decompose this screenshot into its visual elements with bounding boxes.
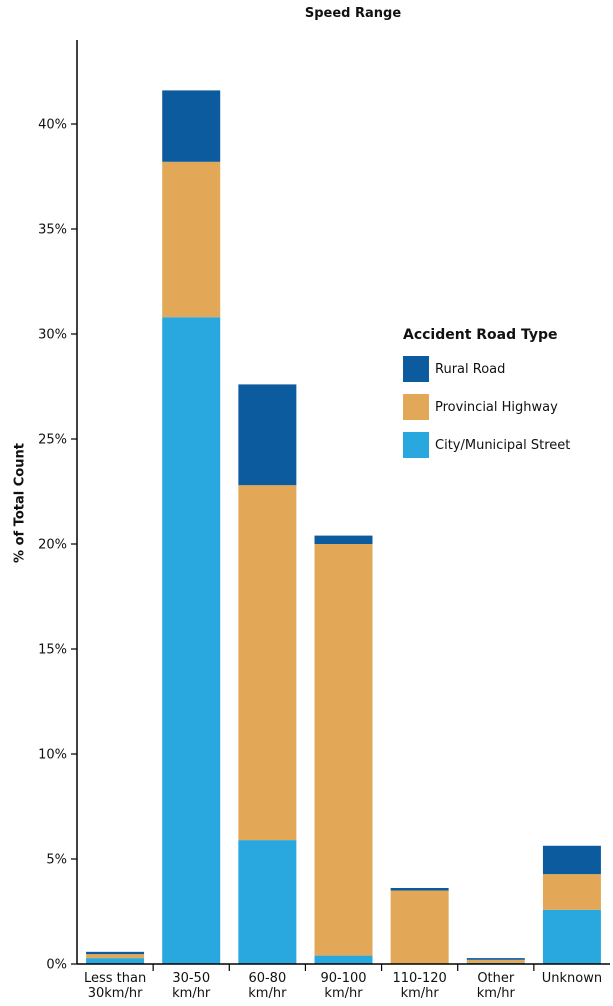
legend-label: City/Municipal Street (435, 437, 571, 453)
legend-label: Rural Road (435, 361, 506, 377)
x-tick-label: km/hr (401, 986, 440, 1001)
bar-segment-2-3 (238, 485, 297, 841)
bar-segment-1-3 (238, 840, 297, 964)
legend-item: Provincial Highway (403, 394, 603, 420)
bar-segment-1-1 (86, 958, 145, 964)
x-tick-label: 90-100 (320, 971, 366, 986)
legend-item: City/Municipal Street (403, 432, 603, 458)
legend-swatch (403, 394, 429, 420)
legend-swatch (403, 432, 429, 458)
x-tick-label: 60-80 (248, 971, 286, 986)
y-tick-label: 30% (38, 328, 67, 343)
x-tick-label: 110-120 (392, 971, 446, 986)
y-tick-label: 0% (46, 958, 67, 973)
bar-segment-3-5 (390, 887, 449, 891)
legend-title: Accident Road Type (403, 327, 558, 343)
y-tick-label: 10% (38, 748, 67, 763)
bar-segment-1-4 (314, 955, 373, 964)
y-tick-label: 25% (38, 433, 67, 448)
bar-segment-1-2 (162, 317, 221, 964)
bar-segment-2-6 (466, 959, 525, 963)
bar-segment-2-1 (86, 954, 145, 959)
bar-segment-3-3 (238, 384, 297, 486)
legend: Accident Road Type Rural Road Provincial … (403, 327, 603, 470)
legend-label: Provincial Highway (435, 399, 558, 415)
x-tick-label: 30km/hr (88, 986, 143, 1001)
x-tick-label: Unknown (542, 971, 602, 986)
legend-item: Rural Road (403, 356, 603, 382)
x-tick-label: km/hr (172, 986, 211, 1001)
y-tick-label: 20% (38, 538, 67, 553)
bar-segment-3-7 (542, 845, 601, 875)
x-tick-label: Less than (84, 971, 146, 986)
x-tick-label: Other (477, 971, 515, 986)
legend-swatch (403, 356, 429, 382)
chart-title: Speed Range (304, 6, 402, 21)
bar-segment-2-7 (542, 874, 601, 910)
y-tick-label: 5% (46, 853, 67, 868)
y-tick-label: 40% (38, 118, 67, 133)
x-tick-label: km/hr (248, 986, 287, 1001)
bar-segment-1-7 (542, 909, 601, 964)
bar-segment-3-4 (314, 535, 373, 544)
bar-segment-3-2 (162, 90, 221, 162)
bar-segment-3-6 (466, 958, 525, 960)
y-tick-label: 15% (38, 643, 67, 658)
x-tick-label: 30-50 (172, 971, 210, 986)
bar-segment-3-1 (86, 951, 145, 955)
bar-segment-2-2 (162, 161, 221, 318)
bar-segment-2-5 (390, 890, 449, 964)
y-tick-label: 35% (38, 223, 67, 238)
x-tick-label: km/hr (477, 986, 516, 1001)
x-tick-label: km/hr (324, 986, 363, 1001)
bar-segment-2-4 (314, 544, 373, 956)
